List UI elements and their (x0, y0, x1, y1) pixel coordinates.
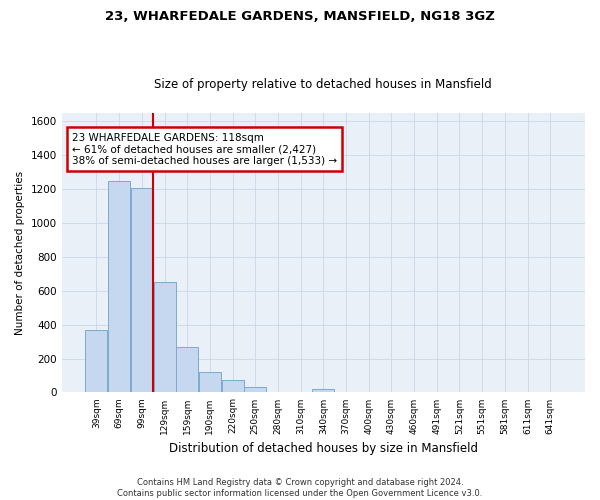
Bar (244, 386, 266, 392)
Text: 23 WHARFEDALE GARDENS: 118sqm
← 61% of detached houses are smaller (2,427)
38% o: 23 WHARFEDALE GARDENS: 118sqm ← 61% of d… (72, 132, 337, 166)
Text: 23, WHARFEDALE GARDENS, MANSFIELD, NG18 3GZ: 23, WHARFEDALE GARDENS, MANSFIELD, NG18 … (105, 10, 495, 23)
Y-axis label: Number of detached properties: Number of detached properties (15, 170, 25, 335)
Bar (176, 346, 198, 393)
Bar (199, 372, 221, 392)
Bar (221, 380, 244, 392)
Title: Size of property relative to detached houses in Mansfield: Size of property relative to detached ho… (154, 78, 492, 91)
Bar (85, 330, 107, 392)
Bar (313, 389, 334, 392)
Bar (131, 188, 153, 392)
Text: Contains HM Land Registry data © Crown copyright and database right 2024.
Contai: Contains HM Land Registry data © Crown c… (118, 478, 482, 498)
Bar (154, 282, 176, 393)
X-axis label: Distribution of detached houses by size in Mansfield: Distribution of detached houses by size … (169, 442, 478, 455)
Bar (108, 180, 130, 392)
